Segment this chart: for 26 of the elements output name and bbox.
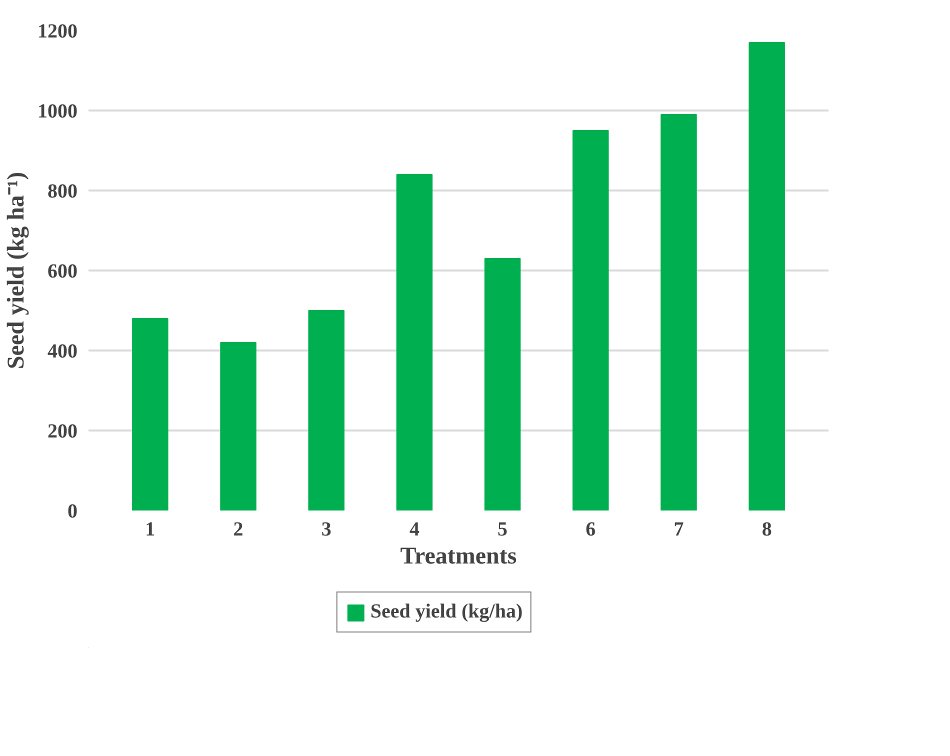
y-axis-title: Seed yield (kg ha⁻¹) [4,172,30,370]
bar [484,258,521,510]
x-tick-label: 3 [321,518,332,540]
x-axis-title: Treatments [400,544,517,570]
y-tick-label: 400 [48,340,78,362]
y-tick-label: 1200 [38,20,78,42]
x-tick-label: 5 [498,518,508,540]
y-tick-label: 0 [68,500,78,522]
x-tick-label: 2 [233,518,244,540]
x-tick-label: 7 [674,518,684,540]
x-tick-label: 4 [409,518,420,540]
y-tick-label: 200 [48,420,78,442]
bar [132,318,168,510]
bar [572,130,609,510]
x-tick-label: 8 [762,518,772,540]
y-tick-label: 800 [48,180,78,202]
bar [660,114,697,510]
y-tick-label: 600 [48,260,78,282]
legend-label: Seed yield (kg/ha) [370,600,523,624]
bar [748,42,785,510]
bar [220,342,256,510]
x-tick-label: 6 [586,518,596,540]
y-tick-label: 1000 [38,100,78,122]
x-tick-label: 1 [145,518,156,540]
bar [308,310,344,510]
bar [396,174,433,510]
